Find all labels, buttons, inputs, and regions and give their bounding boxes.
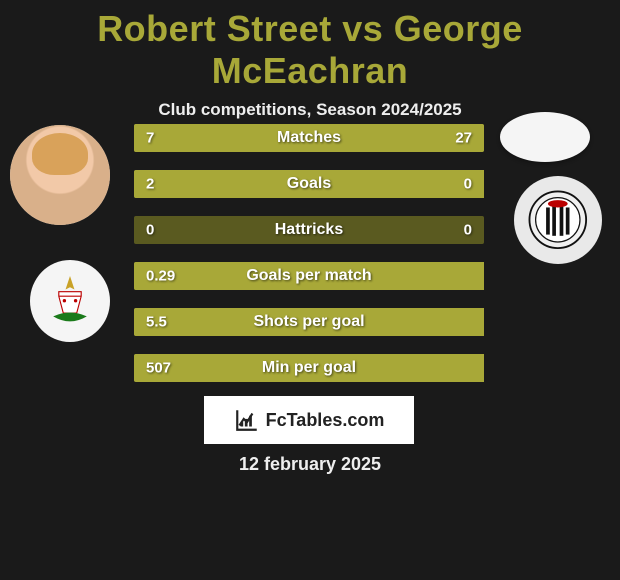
stat-row: 5.5Shots per goal [134,308,484,336]
crest-icon [527,189,589,251]
stats-bars: 727Matches 20Goals 0 0Hattricks 0.29Goals pe… [134,124,484,400]
stat-row: 727Matches [134,124,484,152]
player-left-avatar [10,125,110,225]
stat-row: 507Min per goal [134,354,484,382]
crest-icon [42,272,98,329]
stat-label: Hattricks [134,221,484,239]
player-right-avatar [500,112,590,162]
face-placeholder [10,125,110,225]
bar-fill-left [134,308,484,336]
stat-value-left: 0 [146,222,154,239]
chart-icon [234,407,260,433]
stat-row: 0.29Goals per match [134,262,484,290]
bar-fill-left [134,262,484,290]
stat-value-right: 0 [464,222,472,239]
bar-fill-right [208,124,485,152]
page-title: Robert Street vs George McEachran [0,0,620,92]
club-badge-right [514,176,602,264]
date-text: 12 february 2025 [0,454,620,475]
club-badge-left [30,260,110,342]
logo-text: FcTables.com [266,410,385,431]
bar-fill-left [134,354,484,382]
stat-row: 0 0Hattricks [134,216,484,244]
fctables-logo: FcTables.com [204,396,414,444]
stat-row: 20Goals [134,170,484,198]
bar-fill-left [134,124,208,152]
bar-fill-left [134,170,484,198]
